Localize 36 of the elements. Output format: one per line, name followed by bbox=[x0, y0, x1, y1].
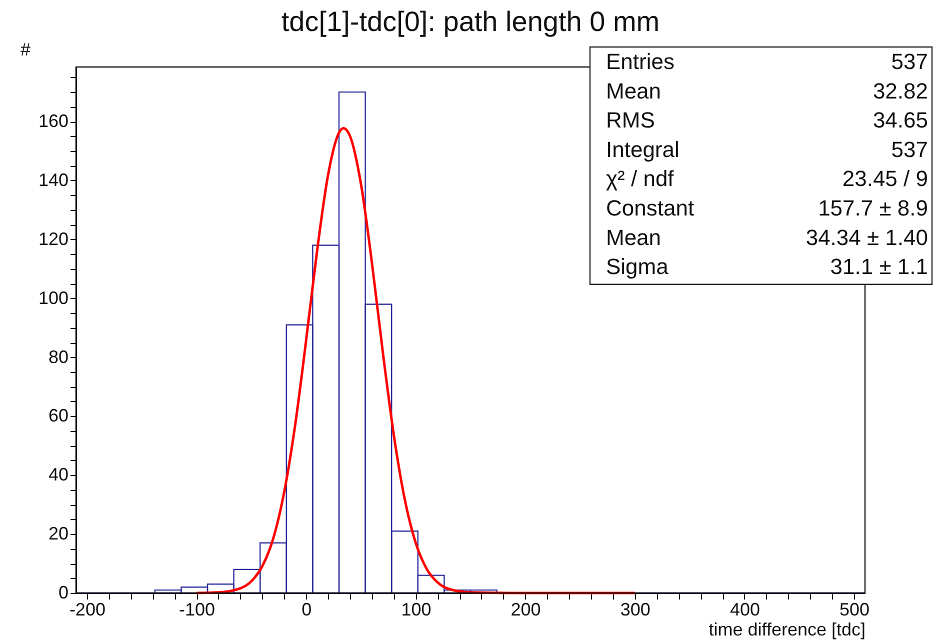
x-tick-label: -200 bbox=[69, 600, 106, 620]
annotation: 34.34 ± 1.40 bbox=[806, 224, 928, 250]
text: 32.82 bbox=[872, 78, 928, 104]
annotation: Sigma bbox=[606, 254, 670, 280]
x-tick-label: 0 bbox=[302, 600, 312, 620]
x-tick-label: 500 bbox=[840, 600, 870, 620]
text: 537 bbox=[891, 49, 928, 74]
annotation: χ² / ndf bbox=[606, 166, 675, 192]
annotation: Entries bbox=[606, 49, 674, 74]
annotation: Mean bbox=[606, 224, 662, 250]
y-axis-title: # bbox=[20, 40, 30, 60]
text: 34.65 bbox=[872, 108, 928, 133]
annotation: Mean bbox=[606, 78, 662, 104]
annotation: Integral bbox=[606, 136, 680, 162]
x-tick-label: 100 bbox=[401, 600, 432, 620]
text: 537 bbox=[891, 136, 928, 162]
annotation: 23.45 / 9 bbox=[842, 166, 928, 192]
x-tick-label: 200 bbox=[510, 600, 541, 620]
y-tick-label: 140 bbox=[38, 170, 68, 190]
x-axis-title: time difference [tdc] bbox=[708, 620, 866, 640]
annotation: 31.1 ± 1.1 bbox=[830, 254, 928, 280]
y-tick-label: 100 bbox=[38, 288, 68, 308]
annotation: RMS bbox=[606, 108, 655, 133]
annotation: Constant bbox=[606, 196, 694, 220]
annotation: 157.7 ± 8.9 bbox=[818, 196, 928, 220]
y-tick-label: 80 bbox=[48, 346, 68, 367]
y-tick-label: 120 bbox=[38, 228, 68, 249]
chart-title: tdc[1]-tdc[0]: path length 0 mm bbox=[281, 6, 660, 37]
x-tick-label: 400 bbox=[730, 600, 760, 620]
y-tick-label: 20 bbox=[48, 524, 68, 544]
y-tick-label: 40 bbox=[48, 464, 68, 485]
y-tick-label: 160 bbox=[38, 111, 68, 132]
y-tick-label: 60 bbox=[48, 406, 68, 426]
y-tick-label: 0 bbox=[58, 582, 68, 602]
x-tick-label: -100 bbox=[179, 600, 216, 620]
x-tick-label: 300 bbox=[620, 600, 650, 620]
